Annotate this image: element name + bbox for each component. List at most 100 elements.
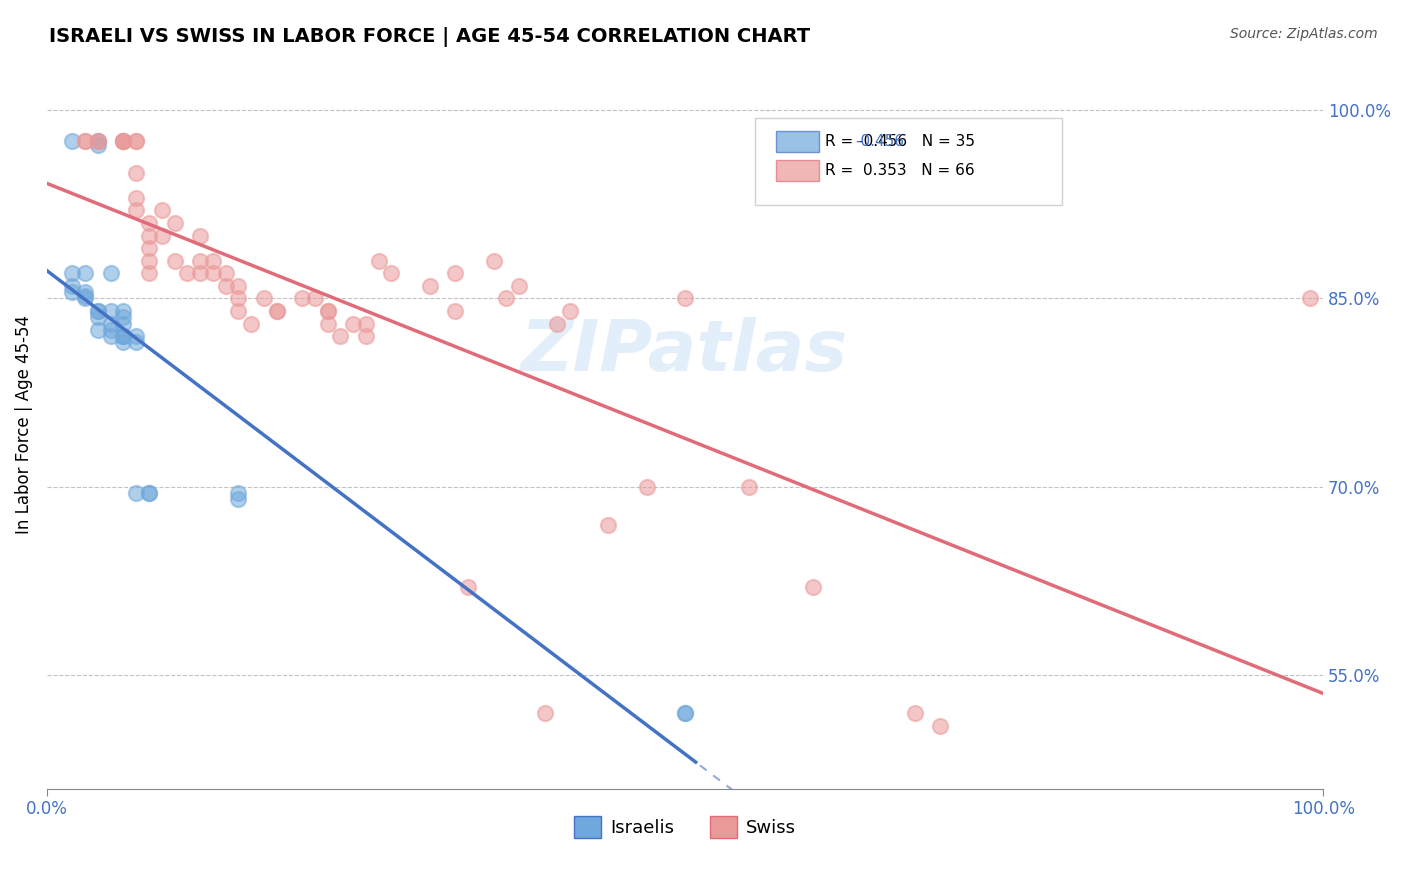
Point (201, 253, 224, 268)
Point (125, 134, 148, 148)
Point (929, 719, 952, 733)
Point (75, 285, 97, 299)
Point (138, 253, 160, 268)
Point (598, 517, 620, 532)
Point (62, 278, 84, 293)
Point (87, 134, 110, 148)
Point (214, 266, 236, 280)
Point (112, 134, 135, 148)
Point (150, 203, 173, 218)
FancyBboxPatch shape (776, 161, 820, 181)
Point (150, 228, 173, 243)
Point (75, 266, 97, 280)
Point (354, 317, 377, 331)
Point (112, 304, 135, 318)
Point (444, 266, 467, 280)
Point (188, 228, 211, 243)
Point (738, 480, 761, 494)
Point (125, 329, 148, 343)
Point (188, 253, 211, 268)
Point (457, 581, 479, 595)
Point (87, 138, 110, 153)
Point (138, 228, 160, 243)
Point (673, 292, 696, 306)
Point (100, 304, 122, 318)
Point (100, 329, 122, 343)
Point (228, 304, 250, 318)
Legend: Israelis, Swiss: Israelis, Swiss (567, 809, 803, 845)
Point (316, 317, 339, 331)
Point (342, 317, 364, 331)
Point (87, 134, 110, 148)
Point (75, 292, 97, 306)
Point (228, 278, 250, 293)
Point (100, 317, 122, 331)
Point (163, 216, 186, 230)
FancyBboxPatch shape (755, 118, 1062, 205)
Point (87, 134, 110, 148)
Point (112, 329, 135, 343)
Point (87, 304, 110, 318)
Point (904, 706, 927, 720)
Text: Source: ZipAtlas.com: Source: ZipAtlas.com (1230, 27, 1378, 41)
Point (138, 266, 160, 280)
Point (112, 310, 135, 325)
Point (266, 304, 288, 318)
Point (482, 253, 505, 268)
Point (801, 581, 824, 595)
Point (125, 486, 148, 500)
Point (138, 486, 160, 500)
Text: ISRAELI VS SWISS IN LABOR FORCE | AGE 45-54 CORRELATION CHART: ISRAELI VS SWISS IN LABOR FORCE | AGE 45… (49, 27, 810, 46)
FancyBboxPatch shape (776, 131, 820, 153)
Point (176, 266, 198, 280)
Point (291, 292, 314, 306)
Point (560, 304, 582, 318)
Point (508, 278, 530, 293)
Text: R =  0.353   N = 66: R = 0.353 N = 66 (825, 163, 974, 178)
Point (87, 304, 110, 318)
Point (125, 166, 148, 180)
Point (316, 304, 339, 318)
Point (636, 480, 658, 494)
Point (304, 292, 326, 306)
Point (75, 134, 97, 148)
Point (100, 323, 122, 337)
Point (125, 191, 148, 205)
Point (75, 134, 97, 148)
Point (1299, 292, 1322, 306)
Point (316, 304, 339, 318)
Point (533, 706, 555, 720)
Point (214, 278, 236, 293)
Point (673, 706, 696, 720)
Point (112, 317, 135, 331)
Point (62, 285, 84, 299)
Point (546, 317, 568, 331)
Point (112, 134, 135, 148)
Point (163, 253, 186, 268)
Point (125, 203, 148, 218)
Point (62, 266, 84, 280)
Point (354, 329, 377, 343)
Point (673, 706, 696, 720)
Point (75, 289, 97, 303)
Point (228, 486, 250, 500)
Point (240, 317, 263, 331)
Point (138, 486, 160, 500)
Point (201, 266, 224, 280)
Point (367, 253, 389, 268)
Point (87, 310, 110, 325)
Point (112, 329, 135, 343)
Text: ZIPatlas: ZIPatlas (522, 317, 849, 385)
Y-axis label: In Labor Force | Age 45-54: In Labor Force | Age 45-54 (15, 315, 32, 533)
Text: R = -0.456   N = 35: R = -0.456 N = 35 (825, 134, 976, 149)
Point (62, 134, 84, 148)
Point (228, 492, 250, 507)
Point (188, 266, 211, 280)
Point (112, 329, 135, 343)
Point (444, 304, 467, 318)
Point (112, 134, 135, 148)
Point (100, 266, 122, 280)
Point (228, 292, 250, 306)
Point (125, 335, 148, 350)
Point (329, 329, 352, 343)
